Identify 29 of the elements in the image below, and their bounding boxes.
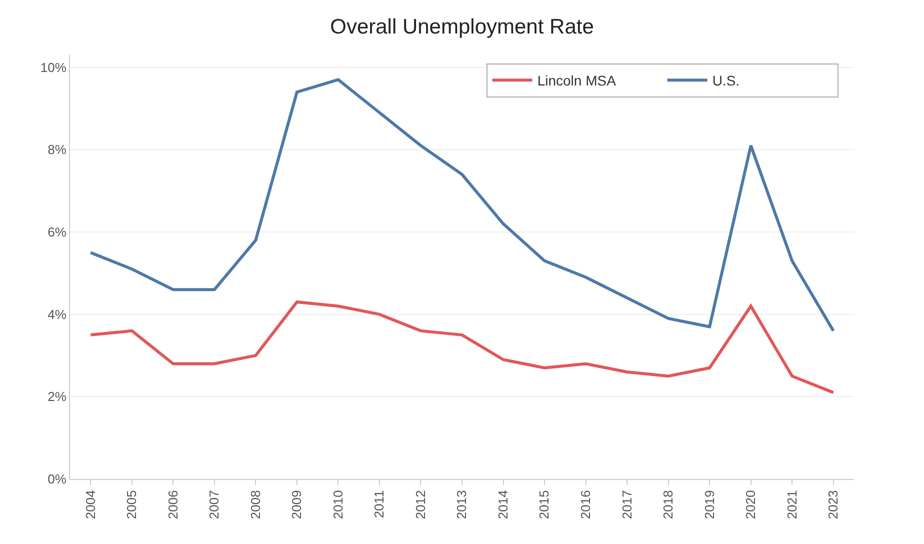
x-tick-label: 2021 bbox=[784, 490, 800, 520]
x-tick-label: 2017 bbox=[619, 490, 634, 520]
x-tick-label: 2007 bbox=[206, 490, 222, 520]
x-tick-label: 2012 bbox=[412, 490, 428, 520]
x-tick-label: 2016 bbox=[578, 490, 594, 520]
x-tick-label: 2018 bbox=[660, 490, 676, 520]
x-tick-label: 2014 bbox=[495, 490, 510, 520]
x-tick-label: 2023 bbox=[826, 490, 841, 520]
x-tick-label: 2008 bbox=[248, 490, 263, 520]
x-tick-label: 2009 bbox=[289, 490, 304, 520]
x-tick-label: 2010 bbox=[330, 490, 346, 520]
legend-label: Lincoln MSA bbox=[537, 72, 617, 89]
y-tick-label: 4% bbox=[48, 306, 67, 322]
legend-label: U.S. bbox=[712, 72, 740, 89]
x-tick-label: 2013 bbox=[454, 490, 470, 520]
y-tick-label: 8% bbox=[48, 142, 67, 158]
y-tick-label: 0% bbox=[48, 472, 67, 487]
x-tick-label: 2020 bbox=[743, 490, 758, 520]
y-tick-label: 10% bbox=[40, 60, 67, 75]
x-tick-label: 2015 bbox=[536, 490, 552, 520]
x-tick-label: 2006 bbox=[165, 490, 180, 520]
line-series bbox=[89, 300, 835, 394]
x-tick-label: 2019 bbox=[702, 490, 717, 520]
x-tick-label: 2011 bbox=[372, 490, 387, 518]
x-tick-label: 2005 bbox=[124, 490, 140, 520]
x-tick-label: 2004 bbox=[82, 490, 98, 520]
chart-title: Overall Unemployment Rate bbox=[330, 16, 594, 39]
y-tick-label: 2% bbox=[48, 389, 67, 404]
y-tick-label: 6% bbox=[48, 224, 67, 240]
